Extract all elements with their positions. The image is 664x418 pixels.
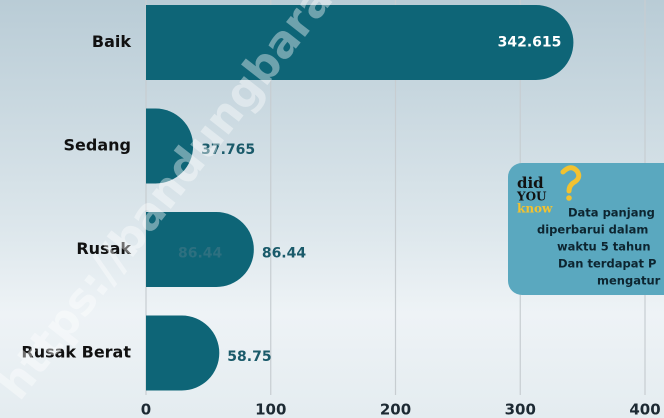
x-tick-label: 300	[505, 401, 536, 418]
note-line: Dan terdapat P	[558, 257, 656, 271]
chart: 0100200300400Baik342.615Sedang37.765Rusa…	[0, 0, 664, 418]
category-label: Baik	[92, 32, 131, 51]
note-line: Data panjang	[568, 206, 655, 220]
category-label: Sedang	[64, 136, 131, 155]
logo-word: know	[517, 202, 553, 216]
x-tick-label: 100	[255, 401, 286, 418]
question-dot	[566, 195, 572, 201]
value-label-inner: 86.44	[178, 246, 223, 262]
value-label: 342.615	[498, 35, 562, 51]
value-label: 58.75	[227, 349, 271, 365]
x-tick-label: 200	[380, 401, 411, 418]
value-label: 86.44	[262, 246, 307, 262]
note-line: mengatur	[597, 274, 661, 288]
note-line: waktu 5 tahun	[557, 240, 651, 254]
x-tick-label: 400	[629, 401, 660, 418]
bar	[146, 316, 219, 391]
x-tick-label: 0	[141, 401, 151, 418]
note-line: diperbarui dalam	[537, 223, 648, 237]
